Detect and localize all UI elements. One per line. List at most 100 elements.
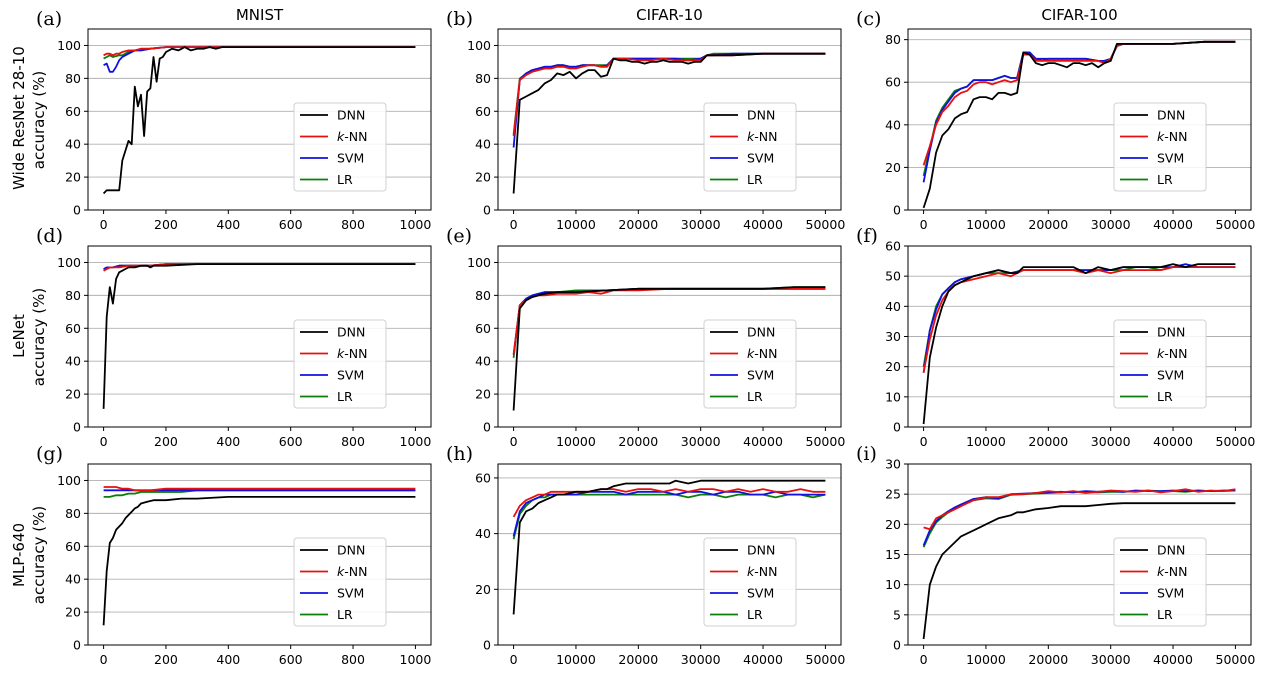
legend-label-text: SVM (747, 368, 774, 383)
x-tick-label: 50000 (806, 434, 846, 449)
legend-label-text: DNN (747, 108, 775, 123)
panel-h: 0 20 40 60 0 10000 20000 30000 40000 50000 (h) DNN k… (446, 443, 845, 667)
legend-label-text: DNN (337, 108, 365, 123)
x-tick-label: 10000 (556, 434, 596, 449)
panel-letter: (h) (446, 443, 473, 465)
series-line-knn (103, 46, 416, 57)
legend-label-suffix: -NN (754, 564, 777, 579)
legend-label-knn: k-NN (747, 129, 777, 144)
x-tick-label: 40000 (743, 217, 783, 232)
legend-label-suffix: -NN (754, 346, 777, 361)
y-tick-label: 40 (65, 572, 81, 587)
legend-label-knn: k-NN (337, 564, 367, 579)
y-tick-label: 0 (893, 203, 901, 218)
series-line-dnn (102, 46, 416, 195)
series-group (512, 52, 826, 194)
y-tick-label: 60 (885, 239, 901, 254)
x-tick-label: 40000 (1153, 217, 1193, 232)
legend-label-lr: LR (337, 607, 353, 622)
x-tick-label: 50000 (806, 217, 846, 232)
series-line-dnn (922, 502, 1236, 640)
series-group (102, 46, 416, 195)
x-tick-label: 0 (920, 217, 928, 232)
legend-box (293, 537, 387, 627)
legend: DNN k-NN SVM LR (1113, 319, 1207, 409)
x-tick-label: 20000 (618, 217, 658, 232)
legend-label-svm: SVM (747, 586, 774, 601)
legend-label-text: LR (747, 172, 763, 187)
legend-label-lr: LR (747, 389, 763, 404)
legend: DNN k-NN SVM LR (1113, 537, 1207, 627)
legend-label-text: LR (747, 389, 763, 404)
y-tick-label: 60 (65, 104, 81, 119)
x-tick-label: 30000 (681, 652, 721, 667)
legend-label-svm: SVM (747, 368, 774, 383)
legend-label-text: LR (337, 607, 353, 622)
x-tick-label: 0 (510, 434, 518, 449)
x-tick-label: 0 (510, 217, 518, 232)
legend-label-dnn: DNN (747, 325, 775, 340)
y-tick-label: 10 (885, 389, 901, 404)
x-tick-label: 10000 (556, 652, 596, 667)
x-tick-label: 10000 (966, 217, 1006, 232)
legend-label-svm: SVM (747, 151, 774, 166)
y-tick-label: 0 (73, 420, 81, 435)
y-tick-label: 15 (885, 547, 901, 562)
legend-label-italic: k (747, 346, 755, 361)
legend: DNN k-NN SVM LR (703, 102, 797, 192)
legend: DNN k-NN SVM LR (293, 319, 387, 409)
y-tick-label: 40 (475, 354, 491, 369)
row-label-1: LeNet (10, 314, 28, 358)
y-tick-label: 20 (65, 170, 81, 185)
x-tick-label: 0 (100, 217, 108, 232)
legend-label-svm: SVM (1157, 368, 1184, 383)
legend-label-italic: k (1157, 564, 1165, 579)
legend-label-dnn: DNN (747, 108, 775, 123)
x-tick-label: 800 (341, 434, 365, 449)
panel-letter: (g) (36, 443, 63, 465)
y-tick-label: 25 (885, 487, 901, 502)
row-label-2: MLP-640 (10, 523, 28, 587)
series-line-lr (512, 493, 826, 540)
y-tick-label: 0 (893, 420, 901, 435)
series-line-knn (512, 488, 826, 518)
axes-frame (907, 245, 1252, 428)
legend-label-knn: k-NN (1157, 346, 1187, 361)
panel-i: 0 5 10 15 20 25 30 0 10000 20000 30000 40000 50000 (i… (856, 443, 1255, 667)
legend-label-text: DNN (337, 325, 365, 340)
legend-label-text: SVM (337, 151, 364, 166)
legend: DNN k-NN SVM LR (293, 102, 387, 192)
legend-label-text: LR (1157, 389, 1173, 404)
x-tick-label: 600 (279, 652, 303, 667)
legend-label-knn: k-NN (1157, 564, 1187, 579)
legend-label-lr: LR (747, 172, 763, 187)
y-tick-label: 60 (65, 321, 81, 336)
y-tick-label: 20 (65, 387, 81, 402)
series-line-dnn (922, 40, 1236, 209)
y-tick-label: 20 (885, 517, 901, 532)
panel-letter: (a) (36, 8, 62, 30)
series-line-dnn (102, 263, 416, 409)
legend-label-text: SVM (1157, 151, 1184, 166)
y-tick-label: 50 (885, 269, 901, 284)
legend-label-italic: k (1157, 129, 1165, 144)
axes-frame (87, 245, 432, 428)
y-tick-label: 80 (475, 288, 491, 303)
legend-label-text: SVM (1157, 368, 1184, 383)
legend-label-text: LR (337, 389, 353, 404)
legend-label-dnn: DNN (1157, 543, 1185, 558)
y-tick-label: 80 (65, 288, 81, 303)
legend-label-italic: k (747, 564, 755, 579)
legend-label-knn: k-NN (337, 129, 367, 144)
axes-frame (907, 463, 1252, 646)
series-line-dnn (102, 495, 416, 626)
x-tick-label: 0 (100, 434, 108, 449)
x-tick-label: 200 (154, 434, 178, 449)
series-line-dnn (512, 52, 826, 194)
x-tick-label: 30000 (1091, 434, 1131, 449)
x-tick-label: 1000 (400, 217, 432, 232)
x-tick-label: 400 (216, 217, 240, 232)
